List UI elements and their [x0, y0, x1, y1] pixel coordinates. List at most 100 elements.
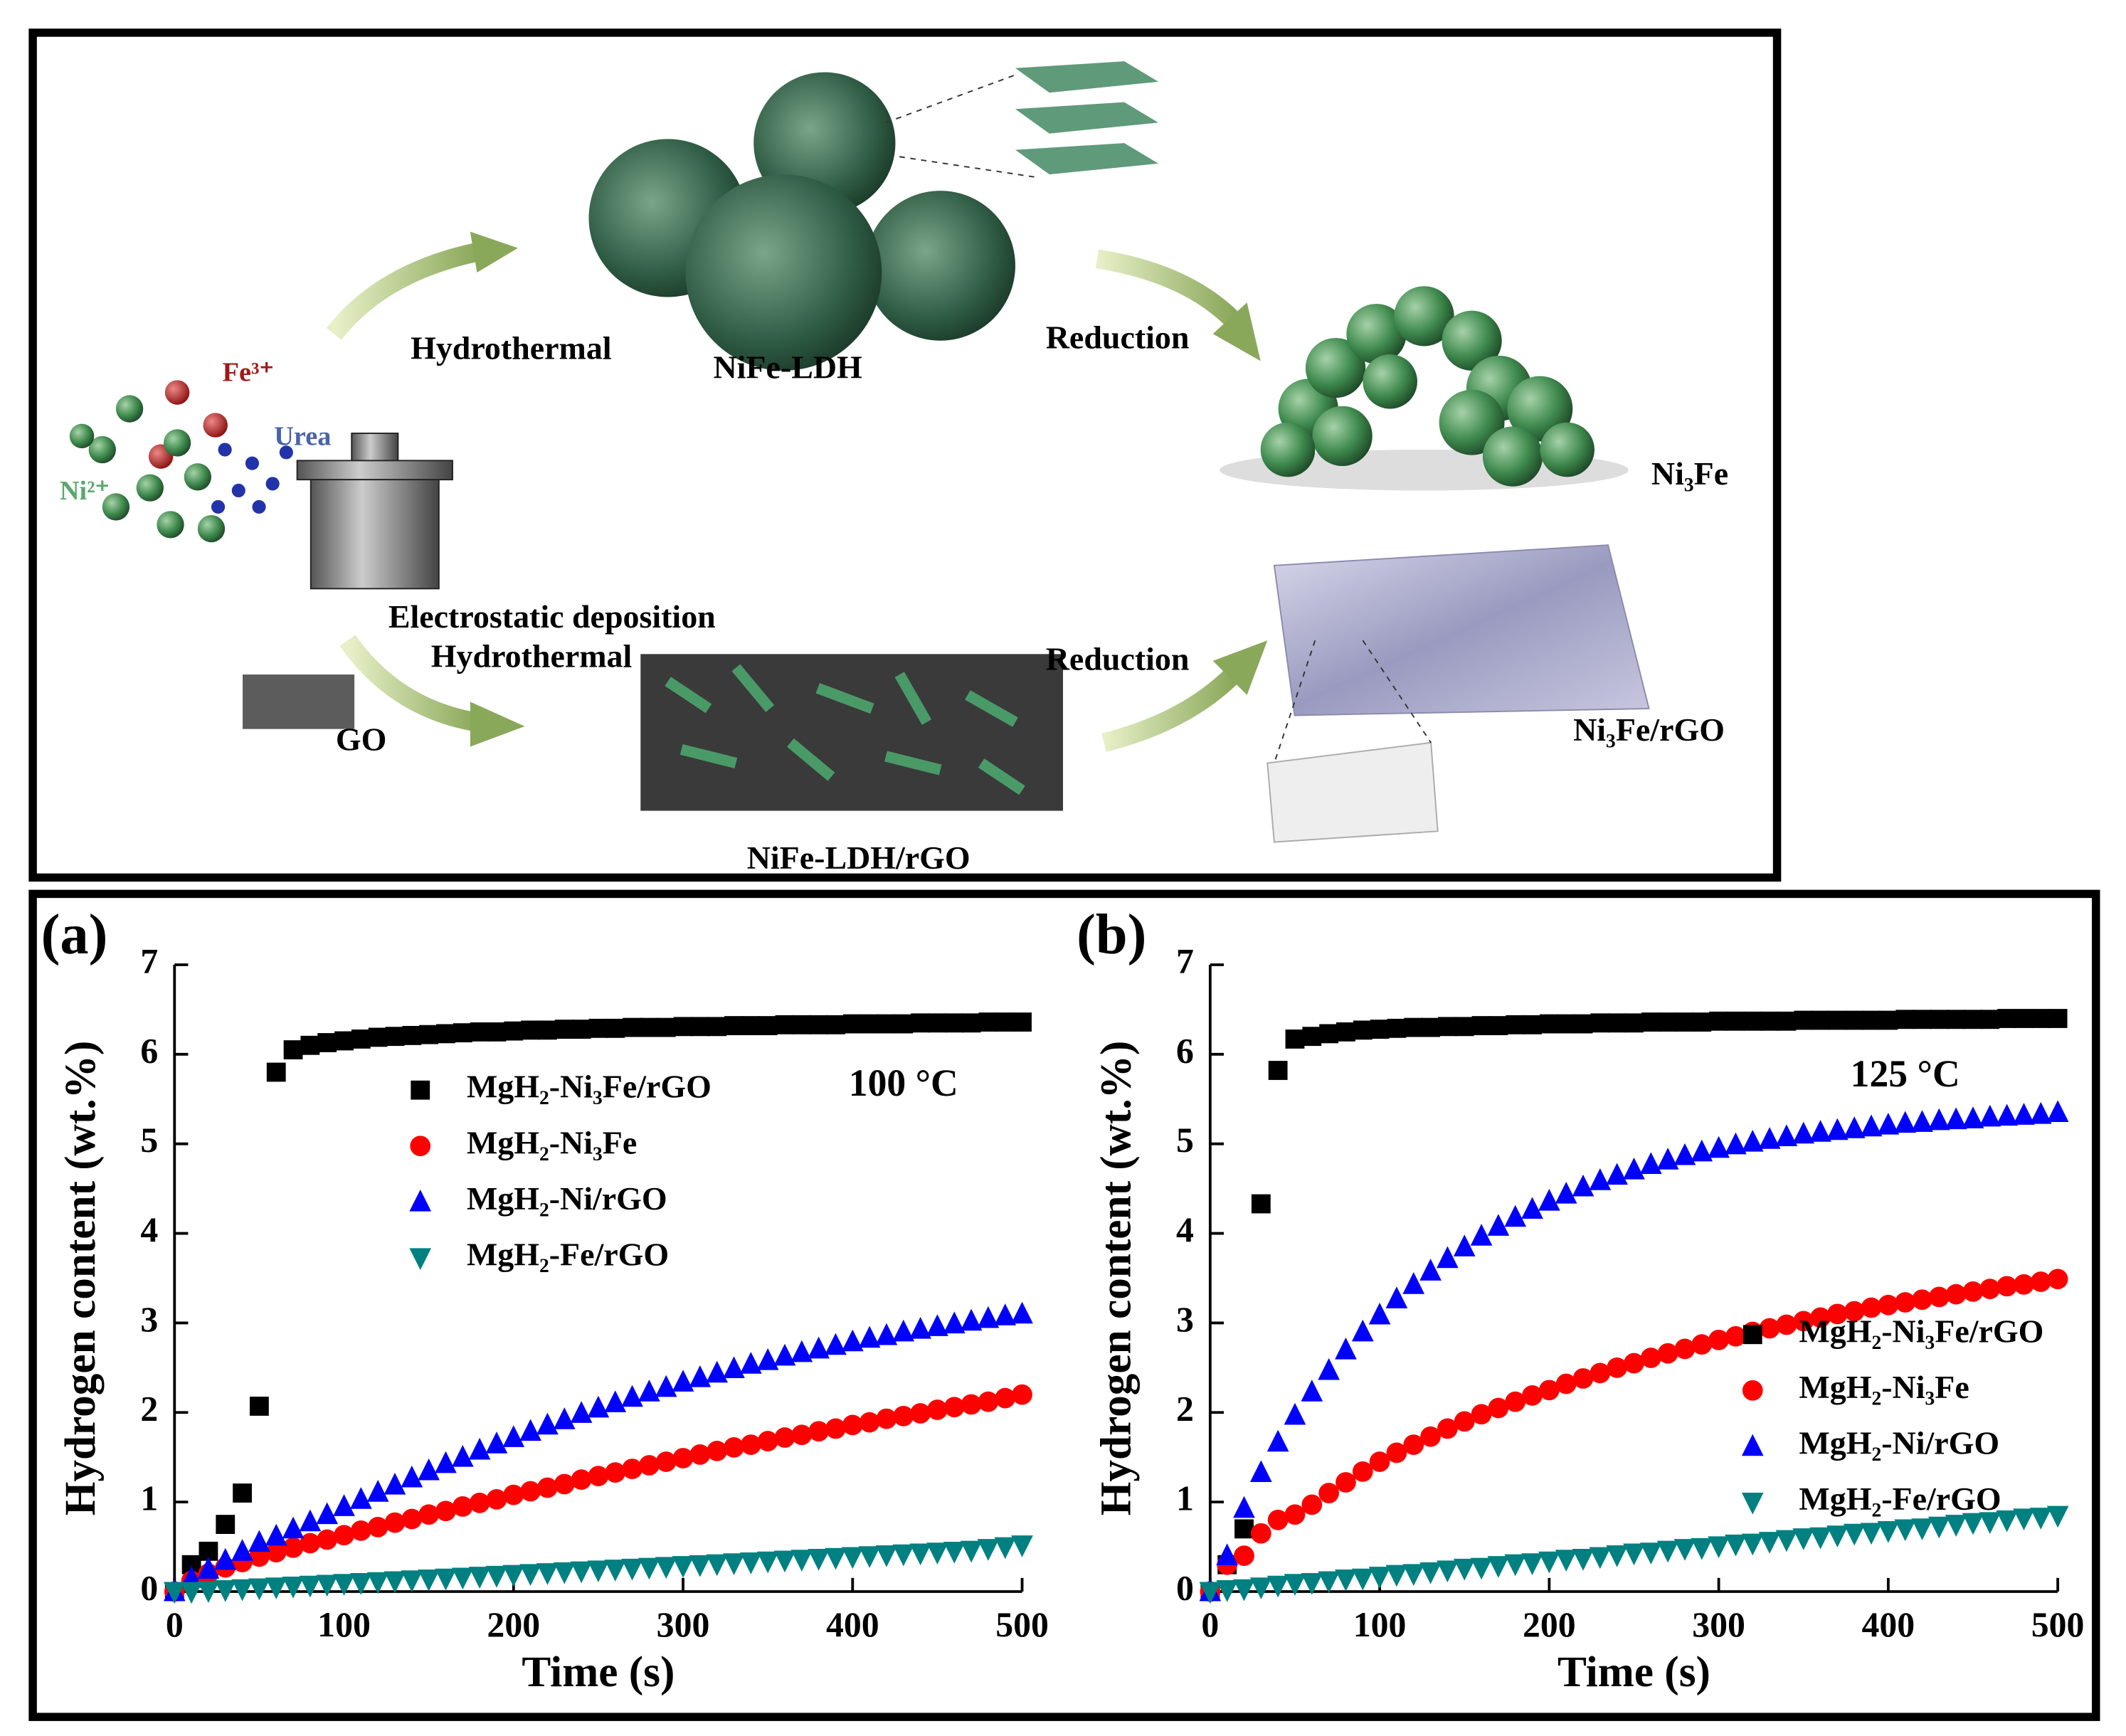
marker-triangle-up [1826, 1118, 1849, 1140]
autoclave [296, 433, 453, 590]
marker-triangle-down [1656, 1540, 1679, 1563]
marker-circle [452, 1496, 473, 1517]
marker-triangle-down [553, 1562, 576, 1584]
marker-circle [1386, 1442, 1407, 1464]
marker-circle [927, 1399, 948, 1420]
marker-triangle-up [909, 1316, 931, 1339]
marker-triangle-up [689, 1365, 712, 1387]
x-tick-label: 0 [166, 1605, 184, 1644]
marker-circle [1742, 1380, 1763, 1401]
marker-triangle-up [1368, 1302, 1391, 1325]
marker-triangle-up [1538, 1189, 1560, 1211]
marker-triangle-up [773, 1343, 796, 1366]
marker-triangle-down [1368, 1567, 1391, 1589]
marker-circle [367, 1517, 388, 1537]
marker-triangle-down [621, 1558, 643, 1581]
marker-square [1709, 1011, 1729, 1031]
marker-triangle-down [1437, 1560, 1459, 1583]
marker-triangle-up [638, 1380, 660, 1402]
marker-triangle-down [1606, 1545, 1628, 1567]
marker-square [1742, 1011, 1762, 1031]
marker-triangle-up [2029, 1101, 2052, 1124]
y-tick-label: 7 [1176, 941, 1194, 980]
marker-triangle-down [1385, 1565, 1408, 1587]
marker-triangle-up [401, 1465, 423, 1488]
label: Fe³⁺ [223, 357, 274, 387]
marker-square [758, 1016, 778, 1035]
marker-triangle-up [1979, 1104, 2001, 1127]
marker-square [1234, 1519, 1254, 1539]
charts-frame [28, 889, 2100, 1721]
x-tick-label: 100 [1353, 1605, 1407, 1644]
marker-circle [1945, 1284, 1967, 1305]
marker-square [1590, 1013, 1610, 1033]
x-axis-label: Time (s) [522, 1648, 675, 1696]
marker-square [419, 1025, 439, 1044]
marker-square [826, 1015, 845, 1034]
marker-triangle-down [485, 1565, 508, 1588]
marker-triangle-down [841, 1547, 864, 1570]
y-tick-label: 0 [1176, 1568, 1194, 1607]
marker-square [1454, 1017, 1474, 1037]
marker-triangle-down [825, 1547, 847, 1570]
marker-triangle-up [892, 1319, 915, 1342]
marker-triangle-down [1402, 1564, 1425, 1587]
marker-square [436, 1024, 455, 1044]
marker-square [1302, 1027, 1322, 1047]
marker-square [775, 1015, 795, 1034]
marker-triangle-down [1758, 1532, 1781, 1554]
marker-triangle-down [1011, 1535, 1033, 1557]
marker-triangle-down [1266, 1575, 1289, 1598]
marker-circle [334, 1525, 354, 1546]
marker-triangle-down [2029, 1508, 2052, 1530]
marker-square [673, 1017, 693, 1037]
marker-square [724, 1016, 744, 1035]
marker-triangle-down [808, 1549, 830, 1571]
marker-triangle-up [1877, 1113, 1900, 1135]
marker-triangle-up [1572, 1174, 1594, 1197]
marker-triangle-up [1741, 1434, 1764, 1456]
marker-triangle-down [875, 1545, 898, 1567]
marker-triangle-up [2013, 1103, 2035, 1125]
marker-square [944, 1013, 964, 1033]
marker-circle [774, 1427, 795, 1448]
marker-square [538, 1020, 557, 1040]
marker-triangle-up [451, 1444, 474, 1467]
marker-triangle-up [994, 1303, 1017, 1325]
marker-circle [1657, 1343, 1678, 1364]
marker-triangle-up [1437, 1246, 1459, 1269]
marker-square [1913, 1010, 1932, 1030]
marker-triangle-down [1623, 1543, 1645, 1566]
marker-triangle-up [943, 1311, 966, 1334]
marker-triangle-up [1233, 1496, 1255, 1518]
marker-square [2014, 1009, 2034, 1028]
marker-circle [2030, 1271, 2051, 1292]
marker-square [1827, 1010, 1847, 1030]
marker-triangle-up [350, 1487, 372, 1509]
marker-triangle-down [756, 1551, 779, 1574]
marker-triangle-up [1504, 1205, 1527, 1227]
marker-square [1506, 1015, 1525, 1034]
marker-triangle-down [1996, 1510, 2018, 1533]
marker-square [1963, 1010, 1983, 1030]
marker-triangle-down [570, 1561, 593, 1584]
label: Hydrothermal [431, 638, 632, 674]
marker-circle [1759, 1318, 1780, 1339]
marker-square [1726, 1011, 1745, 1031]
marker-square [1878, 1010, 1898, 1030]
marker-square [741, 1016, 761, 1035]
label: NiFe-LDH/rGO [747, 840, 971, 876]
marker-triangle-up [875, 1323, 898, 1345]
marker-circle [1793, 1311, 1814, 1332]
marker-triangle-down [435, 1568, 457, 1591]
marker-triangle-down [1199, 1582, 1222, 1604]
marker-circle [1369, 1451, 1390, 1472]
marker-triangle-up [1301, 1380, 1323, 1402]
marker-triangle-down [1673, 1539, 1696, 1561]
marker-triangle-down [1775, 1530, 1798, 1552]
marker-circle [1488, 1397, 1509, 1419]
marker-triangle-down [401, 1570, 423, 1592]
marker-triangle-up [587, 1395, 610, 1418]
marker-triangle-down [1725, 1534, 1747, 1557]
marker-circle [1624, 1353, 1644, 1374]
